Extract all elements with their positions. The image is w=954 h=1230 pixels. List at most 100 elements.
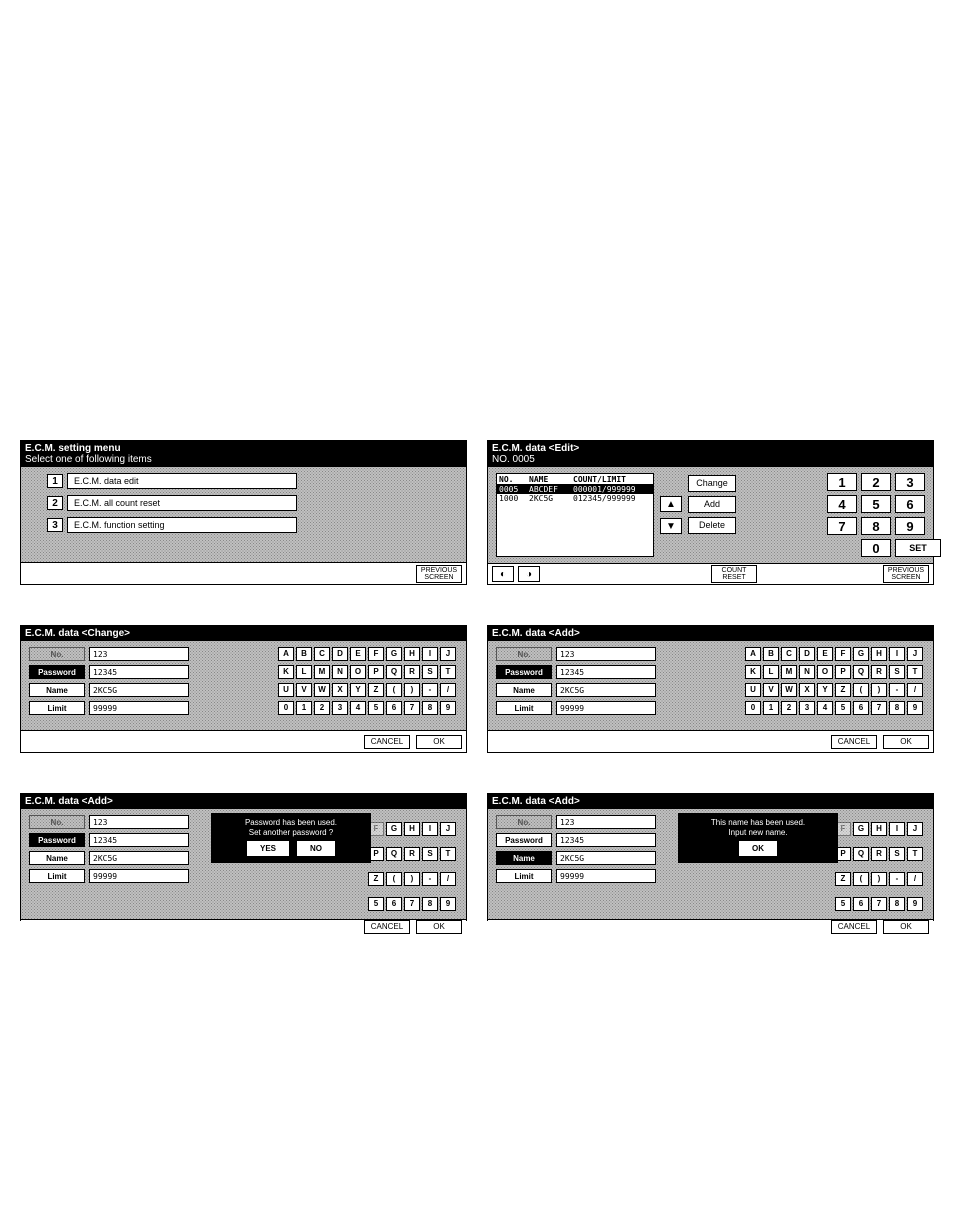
no-input[interactable]: 123 [89,647,189,661]
list-row[interactable]: 0005 ABCDEF 000001/999999 [497,485,653,494]
key-b[interactable]: B [296,647,312,661]
key-l[interactable]: L [763,665,779,679]
change-button[interactable]: Change [688,475,736,492]
key-i[interactable]: I [889,647,905,661]
key-/[interactable]: / [440,872,456,886]
password-label[interactable]: Password [496,665,552,679]
password-input[interactable]: 12345 [89,833,189,847]
count-reset-button[interactable]: COUNT RESET [711,565,757,583]
key-7[interactable]: 7 [404,897,420,911]
key-d[interactable]: D [332,647,348,661]
numpad-5[interactable]: 5 [861,495,891,513]
key-r[interactable]: R [871,665,887,679]
cancel-button[interactable]: CANCEL [364,735,410,749]
no-input[interactable]: 123 [556,647,656,661]
key-1[interactable]: 1 [296,701,312,715]
limit-input[interactable]: 99999 [556,701,656,715]
key-j[interactable]: J [907,647,923,661]
key-t[interactable]: T [907,847,923,861]
contrast-down-button[interactable]: ◐ [492,566,514,582]
key-r[interactable]: R [404,665,420,679]
key-j[interactable]: J [907,822,923,836]
key-8[interactable]: 8 [422,897,438,911]
key-o[interactable]: O [817,665,833,679]
edit-data-list[interactable]: NO. NAME COUNT/LIMIT 0005 ABCDEF 000001/… [496,473,654,557]
key-h[interactable]: H [871,647,887,661]
key-5[interactable]: 5 [835,897,851,911]
password-input[interactable]: 12345 [89,665,189,679]
dialog-no-button[interactable]: NO [297,841,335,856]
delete-button[interactable]: Delete [688,517,736,534]
key-z[interactable]: Z [835,872,851,886]
key-1[interactable]: 1 [763,701,779,715]
menu-item[interactable]: 2 E.C.M. all count reset [47,495,458,511]
name-input[interactable]: 2KC5G [556,683,656,697]
key-c[interactable]: C [314,647,330,661]
key-/[interactable]: / [440,683,456,697]
scroll-up-button[interactable]: ▲ [660,496,682,512]
name-input[interactable]: 2KC5G [556,851,656,865]
key-8[interactable]: 8 [889,701,905,715]
dialog-ok-button[interactable]: OK [739,841,777,856]
name-input[interactable]: 2KC5G [89,683,189,697]
key-/[interactable]: / [907,872,923,886]
key-)[interactable]: ) [871,872,887,886]
add-button[interactable]: Add [688,496,736,513]
key-g[interactable]: G [386,822,402,836]
previous-screen-button[interactable]: PREVIOUS SCREEN [416,565,462,583]
ok-button[interactable]: OK [883,735,929,749]
key-w[interactable]: W [314,683,330,697]
key-4[interactable]: 4 [817,701,833,715]
ok-button[interactable]: OK [416,920,462,934]
key-7[interactable]: 7 [404,701,420,715]
key-g[interactable]: G [386,647,402,661]
key-p[interactable]: P [368,665,384,679]
key-5[interactable]: 5 [835,701,851,715]
key-q[interactable]: Q [853,847,869,861]
key-j[interactable]: J [440,822,456,836]
previous-screen-button[interactable]: PREVIOUS SCREEN [883,565,929,583]
limit-label[interactable]: Limit [496,869,552,883]
key--[interactable]: - [889,683,905,697]
key-m[interactable]: M [781,665,797,679]
key-y[interactable]: Y [350,683,366,697]
key-([interactable]: ( [853,683,869,697]
key-e[interactable]: E [817,647,833,661]
key-)[interactable]: ) [404,872,420,886]
no-input[interactable]: 123 [89,815,189,829]
key-c[interactable]: C [781,647,797,661]
key-9[interactable]: 9 [907,897,923,911]
key-s[interactable]: S [422,847,438,861]
key-n[interactable]: N [799,665,815,679]
key-k[interactable]: K [745,665,761,679]
key-v[interactable]: V [296,683,312,697]
key-q[interactable]: Q [386,665,402,679]
password-input[interactable]: 12345 [556,665,656,679]
limit-label[interactable]: Limit [496,701,552,715]
key--[interactable]: - [422,683,438,697]
cancel-button[interactable]: CANCEL [831,920,877,934]
key-6[interactable]: 6 [386,701,402,715]
numpad-3[interactable]: 3 [895,473,925,491]
name-label[interactable]: Name [29,683,85,697]
key-i[interactable]: I [889,822,905,836]
key-r[interactable]: R [404,847,420,861]
key-v[interactable]: V [763,683,779,697]
key-g[interactable]: G [853,822,869,836]
key-y[interactable]: Y [817,683,833,697]
key-/[interactable]: / [907,683,923,697]
key-2[interactable]: 2 [781,701,797,715]
password-input[interactable]: 12345 [556,833,656,847]
key--[interactable]: - [889,872,905,886]
cancel-button[interactable]: CANCEL [364,920,410,934]
key-a[interactable]: A [745,647,761,661]
key-([interactable]: ( [386,872,402,886]
list-row[interactable]: 1000 2KC5G 012345/999999 [497,494,653,503]
key-h[interactable]: H [404,647,420,661]
key-l[interactable]: L [296,665,312,679]
cancel-button[interactable]: CANCEL [831,735,877,749]
key-d[interactable]: D [799,647,815,661]
no-input[interactable]: 123 [556,815,656,829]
limit-input[interactable]: 99999 [556,869,656,883]
password-label[interactable]: Password [496,833,552,847]
